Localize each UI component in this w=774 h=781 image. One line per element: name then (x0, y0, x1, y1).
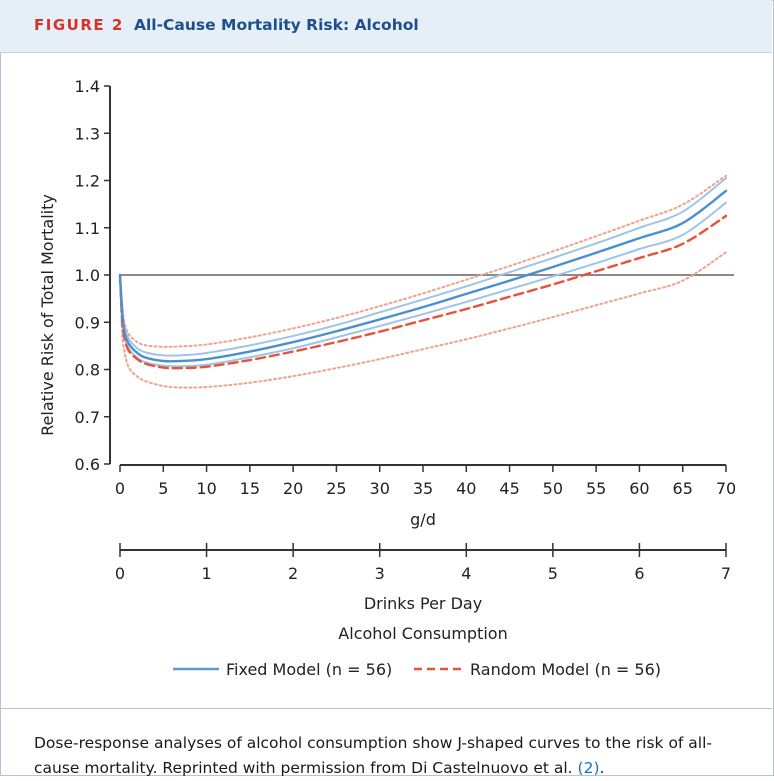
x2-tick-label: 5 (548, 564, 558, 583)
x2-tick-label: 6 (634, 564, 644, 583)
x2-tick-label: 0 (115, 564, 125, 583)
x2-tick-label: 3 (375, 564, 385, 583)
series-random-lower-line (119, 251, 727, 389)
y-tick-label: 1.3 (75, 124, 100, 143)
x2-tick-label: 1 (201, 564, 211, 583)
x-tick-label: 0 (115, 479, 125, 498)
caption-reference-link[interactable]: (2) (577, 759, 600, 777)
x-tick-label: 40 (456, 479, 476, 498)
x2-tick-label: 4 (461, 564, 471, 583)
series-fixed-upper-line (119, 177, 727, 357)
y-tick-label: 1.4 (75, 77, 100, 96)
series-fixed-lower-line (119, 201, 727, 368)
y-axis-label: Relative Risk of Total Mortality (38, 194, 57, 436)
x-tick-label: 20 (283, 479, 303, 498)
x2-axis-label: Drinks Per Day (364, 594, 482, 613)
x-tick-label: 10 (196, 479, 216, 498)
x-tick-label: 50 (543, 479, 563, 498)
x-tick-label: 65 (673, 479, 693, 498)
legend-label-random: Random Model (n = 56) (470, 660, 661, 679)
figure-header: FIGURE 2 All-Cause Mortality Risk: Alcoh… (0, 0, 772, 53)
figure-caption: Dose-response analyses of alcohol consum… (34, 731, 734, 781)
figure-label: FIGURE 2 (34, 16, 124, 34)
x2-tick-label: 2 (288, 564, 298, 583)
figure-title: All-Cause Mortality Risk: Alcohol (134, 16, 419, 34)
caption-text: Dose-response analyses of alcohol consum… (34, 734, 713, 777)
x-tick-label: 45 (499, 479, 519, 498)
caption-period: . (599, 759, 605, 777)
y-tick-label: 1.2 (75, 172, 100, 191)
y-tick-label: 0.9 (75, 313, 100, 332)
caption-divider (0, 708, 772, 709)
legend-label-fixed: Fixed Model (n = 56) (226, 660, 392, 679)
x2-tick-label: 7 (721, 564, 731, 583)
series-random-line (118, 214, 728, 370)
x-tick-label: 25 (326, 479, 346, 498)
x-tick-label: 5 (158, 479, 168, 498)
legend: Fixed Model (n = 56) Random Model (n = 5… (173, 660, 661, 679)
x-axis-label: g/d (410, 510, 436, 529)
x-tick-label: 30 (370, 479, 390, 498)
mortality-chart: 0.60.70.80.91.01.11.21.31.40 5 10 15 20 25 30 3… (38, 77, 736, 679)
series-fixed-line (118, 189, 728, 363)
x-tick-label: 15 (240, 479, 260, 498)
y-tick-label: 1.1 (75, 219, 100, 238)
x-tick-label: 55 (586, 479, 606, 498)
y-tick-label: 0.7 (75, 408, 100, 427)
x-tick-label: 70 (716, 479, 736, 498)
y-tick-label: 1.0 (75, 266, 100, 285)
x-tick-label: 60 (629, 479, 649, 498)
y-tick-label: 0.6 (75, 455, 100, 474)
y-tick-label: 0.8 (75, 361, 100, 380)
series-random-upper-line (119, 174, 727, 348)
x-tick-label: 35 (413, 479, 433, 498)
x-axis-group-label: Alcohol Consumption (338, 624, 507, 643)
